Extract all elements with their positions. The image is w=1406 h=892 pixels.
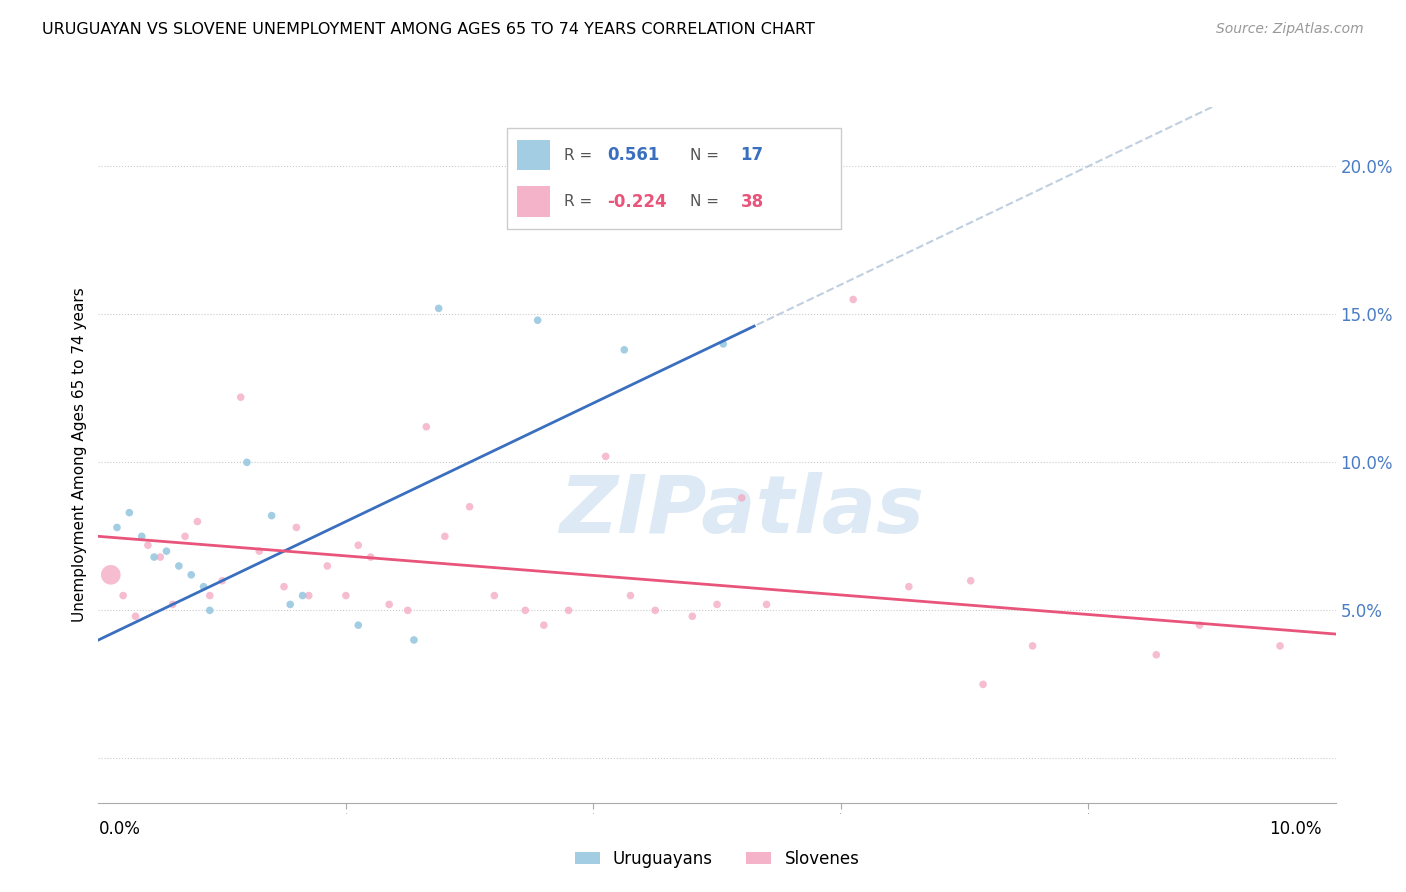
Point — [484, 589, 506, 603]
Point — [155, 544, 177, 558]
Point — [458, 500, 481, 514]
Point — [972, 677, 994, 691]
Point — [755, 598, 778, 612]
Point — [167, 558, 190, 573]
Point — [186, 515, 208, 529]
Point — [619, 589, 641, 603]
Point — [1188, 618, 1211, 632]
Point — [644, 603, 666, 617]
Point — [236, 455, 259, 469]
Point — [1021, 639, 1043, 653]
Point — [360, 550, 382, 565]
Point — [335, 589, 357, 603]
Point — [681, 609, 703, 624]
Point — [118, 506, 141, 520]
Point — [415, 419, 437, 434]
Point — [842, 293, 865, 307]
Point — [291, 589, 314, 603]
Point — [711, 337, 734, 351]
Point — [211, 574, 233, 588]
Point — [193, 580, 215, 594]
Text: ZIPatlas: ZIPatlas — [560, 472, 924, 549]
Point — [180, 567, 202, 582]
Point — [229, 390, 252, 404]
Point — [198, 589, 221, 603]
Point — [396, 603, 419, 617]
Point — [515, 603, 537, 617]
Point — [347, 618, 370, 632]
Point — [100, 567, 122, 582]
Legend: Uruguayans, Slovenes: Uruguayans, Slovenes — [568, 843, 866, 874]
Point — [105, 520, 128, 534]
Point — [198, 603, 221, 617]
Point — [731, 491, 754, 505]
Point — [285, 520, 308, 534]
Point — [650, 145, 672, 159]
Point — [136, 538, 159, 552]
Point — [897, 580, 920, 594]
Point — [1144, 648, 1167, 662]
Point — [278, 598, 301, 612]
Point — [1268, 639, 1291, 653]
Point — [143, 550, 166, 565]
Point — [526, 313, 548, 327]
Point — [959, 574, 981, 588]
Text: Source: ZipAtlas.com: Source: ZipAtlas.com — [1216, 22, 1364, 37]
Point — [427, 301, 450, 316]
Point — [149, 550, 172, 565]
Text: 10.0%: 10.0% — [1270, 820, 1322, 838]
Point — [298, 589, 321, 603]
Point — [316, 558, 339, 573]
Point — [162, 598, 184, 612]
Point — [247, 544, 270, 558]
Point — [613, 343, 636, 357]
Point — [347, 538, 370, 552]
Point — [433, 529, 456, 543]
Point — [260, 508, 283, 523]
Point — [706, 598, 728, 612]
Y-axis label: Unemployment Among Ages 65 to 74 years: Unemployment Among Ages 65 to 74 years — [72, 287, 87, 623]
Text: URUGUAYAN VS SLOVENE UNEMPLOYMENT AMONG AGES 65 TO 74 YEARS CORRELATION CHART: URUGUAYAN VS SLOVENE UNEMPLOYMENT AMONG … — [42, 22, 815, 37]
Point — [533, 618, 555, 632]
Point — [112, 589, 135, 603]
Point — [402, 632, 425, 647]
Point — [595, 450, 617, 464]
Point — [131, 529, 153, 543]
Point — [174, 529, 197, 543]
Text: 0.0%: 0.0% — [98, 820, 141, 838]
Point — [378, 598, 401, 612]
Point — [273, 580, 295, 594]
Point — [124, 609, 146, 624]
Point — [557, 603, 579, 617]
